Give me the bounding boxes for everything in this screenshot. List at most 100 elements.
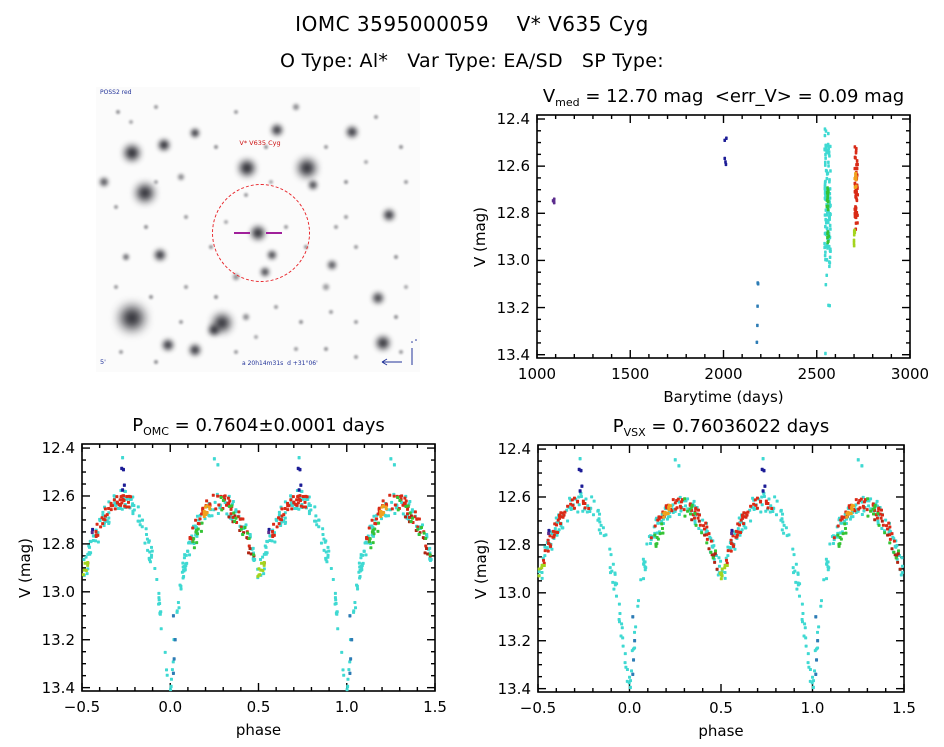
data-point [359, 556, 363, 560]
data-point [703, 533, 707, 537]
title-text: med [555, 96, 580, 109]
data-point [118, 498, 122, 502]
data-point [356, 587, 360, 591]
data-point [200, 521, 204, 525]
data-point [273, 540, 277, 544]
data-point [697, 519, 701, 523]
data-point [591, 513, 595, 517]
data-point [900, 571, 904, 575]
data-point [410, 516, 414, 520]
data-point [636, 604, 640, 608]
data-point [724, 558, 728, 562]
data-point [828, 255, 832, 259]
data-point [824, 351, 827, 356]
data-point [157, 598, 161, 602]
data-point [764, 499, 768, 503]
data-point [266, 540, 270, 544]
data-point [645, 542, 649, 546]
x-axis-label: phase [235, 721, 282, 739]
data-point [367, 526, 371, 530]
data-point [862, 509, 866, 513]
star [384, 210, 394, 220]
data-point [155, 577, 159, 581]
data-point [838, 531, 842, 535]
data-point [212, 457, 216, 461]
data-point [96, 540, 100, 544]
data-point [715, 567, 719, 571]
data-point [113, 507, 117, 511]
data-point [832, 536, 836, 540]
data-point [855, 162, 859, 167]
x-tick-label: 2000 [704, 365, 743, 383]
data-point [217, 503, 221, 507]
data-point [824, 156, 827, 160]
data-point [643, 565, 647, 569]
star [154, 180, 158, 184]
data-point [817, 625, 821, 629]
data-point [588, 509, 592, 513]
data-point [560, 526, 564, 530]
data-point [804, 644, 808, 648]
data-point [372, 514, 376, 518]
data-point [628, 675, 632, 679]
data-point [879, 516, 883, 520]
data-point [194, 530, 198, 534]
data-point [822, 578, 826, 582]
data-point [890, 547, 894, 551]
data-point [811, 675, 815, 679]
data-point [91, 527, 95, 532]
data-point [553, 527, 557, 531]
data-point [233, 520, 237, 524]
data-point [424, 536, 428, 540]
title-text: V [542, 86, 556, 107]
data-point [827, 239, 830, 243]
data-point [295, 503, 299, 507]
data-point [360, 566, 364, 570]
data-point [390, 500, 394, 504]
data-point [409, 520, 413, 524]
x-tick-label: 1.5 [423, 698, 447, 716]
data-point [89, 540, 93, 544]
data-point [159, 610, 163, 614]
data-point [584, 497, 588, 501]
data-point [678, 504, 682, 508]
data-point [371, 541, 375, 545]
data-point [410, 508, 414, 512]
data-point [578, 489, 582, 493]
data-point [165, 668, 169, 672]
star [354, 355, 358, 359]
data-point [609, 553, 613, 557]
data-point [824, 283, 828, 287]
star [123, 254, 129, 260]
data-point [894, 556, 898, 560]
data-point [176, 601, 180, 605]
data-point [562, 513, 566, 517]
data-point [696, 508, 700, 512]
data-point [736, 527, 740, 531]
star [144, 225, 148, 229]
data-point [630, 649, 634, 653]
data-point [369, 546, 373, 550]
data-point [719, 577, 723, 581]
data-point [86, 563, 90, 567]
data-point [115, 495, 119, 499]
data-point [158, 612, 162, 616]
data-point [157, 602, 161, 606]
data-point [828, 223, 832, 228]
data-point [615, 582, 619, 586]
data-point [684, 504, 688, 508]
data-point [120, 494, 124, 498]
data-point [191, 540, 195, 544]
data-point [368, 540, 372, 544]
data-point [828, 264, 831, 269]
data-point [852, 238, 856, 243]
star [191, 129, 199, 137]
data-point [345, 688, 349, 692]
data-point [859, 497, 863, 501]
data-point [420, 523, 424, 527]
data-point [759, 510, 763, 514]
data-point [370, 530, 374, 534]
y-tick-label: 13.2 [497, 631, 531, 650]
data-point [657, 515, 661, 519]
